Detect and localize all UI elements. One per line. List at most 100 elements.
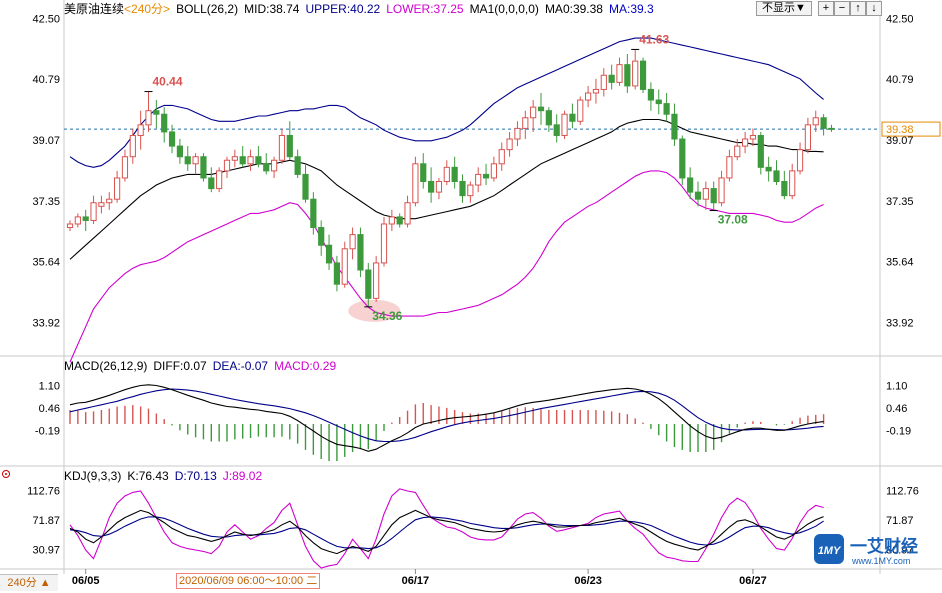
candle <box>561 110 568 140</box>
kdj-tick-left: 112.76 <box>27 485 60 497</box>
candle-body <box>278 134 286 161</box>
macd-dea-line <box>69 388 824 443</box>
macd-tick-left: 0.46 <box>39 403 60 415</box>
candle-body <box>789 170 796 197</box>
candle <box>804 117 811 154</box>
candle-body <box>184 156 191 165</box>
zoom-in-button[interactable]: + <box>818 1 834 16</box>
candle <box>302 163 309 203</box>
period-selector[interactable]: 240分 ▲ <box>0 574 58 591</box>
candle-body <box>263 163 270 172</box>
candle-body <box>66 223 74 229</box>
candle <box>333 255 340 292</box>
candle-body <box>820 117 827 129</box>
candle <box>223 156 231 178</box>
candle <box>74 213 81 228</box>
candle <box>396 213 403 228</box>
candle <box>498 142 505 171</box>
candle-body <box>396 216 403 225</box>
candle-body <box>624 64 631 87</box>
price-tick-left: 37.35 <box>32 196 60 208</box>
candle-body <box>734 145 741 158</box>
scroll-up-button[interactable]: ↑ <box>850 1 866 16</box>
candle-body <box>632 60 639 87</box>
kdj-k-value: K:76.43 <box>127 469 169 483</box>
x-tick-label: 06/27 <box>739 575 767 587</box>
candle <box>710 181 717 211</box>
candle-body <box>694 191 702 200</box>
price-tick-right: 35.64 <box>886 257 914 269</box>
candle <box>357 227 364 278</box>
candle-body <box>176 145 184 158</box>
candle-body <box>514 127 521 140</box>
macd-label: MACD(26,12,9) <box>64 359 148 373</box>
candle <box>702 181 709 210</box>
boll-upper-value: UPPER:40.22 <box>305 2 381 16</box>
crosshair-icon-dot <box>5 473 7 475</box>
candle-body <box>216 170 223 190</box>
candle <box>121 149 129 182</box>
candle <box>271 156 278 178</box>
candle <box>467 181 474 203</box>
watermark-logo: 1MY 一艾财经 www.1MY.com <box>808 532 940 572</box>
candle-body <box>687 177 694 193</box>
watermark-badge-icon <box>814 534 844 564</box>
macd-tick-left: 1.10 <box>39 381 60 393</box>
candle-body <box>490 163 497 179</box>
candle-body <box>475 173 482 186</box>
candle <box>286 121 293 161</box>
candle <box>522 110 529 140</box>
candle-body <box>639 60 647 90</box>
candle <box>514 121 521 147</box>
candle <box>404 195 411 228</box>
candle <box>553 114 560 143</box>
candle <box>459 174 466 203</box>
candle-body <box>325 244 333 264</box>
candle-body <box>294 156 301 175</box>
candle-body <box>530 106 537 119</box>
kdj-d-line <box>69 516 824 550</box>
candle-body <box>608 74 615 83</box>
candle <box>616 57 623 86</box>
candle <box>451 156 458 189</box>
candle-body <box>404 202 411 225</box>
candle <box>318 220 325 256</box>
candle <box>325 234 333 271</box>
candle-body <box>271 159 278 172</box>
kdj-label: KDJ(9,3,3) <box>64 469 122 483</box>
boll-upper-line <box>69 37 824 168</box>
candle-body <box>106 198 113 204</box>
kdj-j-line <box>69 488 824 569</box>
candle-body <box>443 166 450 182</box>
zoom-out-button[interactable]: − <box>834 1 850 16</box>
candle <box>577 96 584 125</box>
display-dropdown-button[interactable]: 不显示▼ <box>756 1 812 16</box>
candle-body <box>349 234 356 250</box>
candle-body <box>420 163 427 182</box>
candle <box>153 100 160 129</box>
annotation-low: 34.36 <box>372 309 402 323</box>
candle-body <box>765 166 772 172</box>
kdj-tick-left: 71.87 <box>32 515 60 527</box>
candle-body <box>302 173 309 200</box>
candle <box>796 142 804 175</box>
candle-body <box>333 262 340 285</box>
candle <box>341 241 348 288</box>
candle-body <box>592 88 600 94</box>
macd-tick-right: -0.19 <box>886 426 911 438</box>
watermark-brand: 一艾财经 <box>850 536 918 556</box>
kdj-tick-left: 30.97 <box>32 544 60 556</box>
candle-body <box>365 269 372 299</box>
candle <box>600 68 607 97</box>
candle-body <box>192 156 199 165</box>
boll-lower-value: LOWER:37.25 <box>386 2 464 16</box>
candle-body <box>553 124 560 136</box>
price-tick-left: 42.50 <box>32 14 60 26</box>
current-price-label: 39.38 <box>886 124 914 136</box>
candle <box>812 110 819 132</box>
x-tick-label: 06/17 <box>402 575 430 587</box>
scroll-down-button[interactable]: ↓ <box>866 1 882 16</box>
candle-body <box>428 181 435 193</box>
candle <box>443 160 450 186</box>
